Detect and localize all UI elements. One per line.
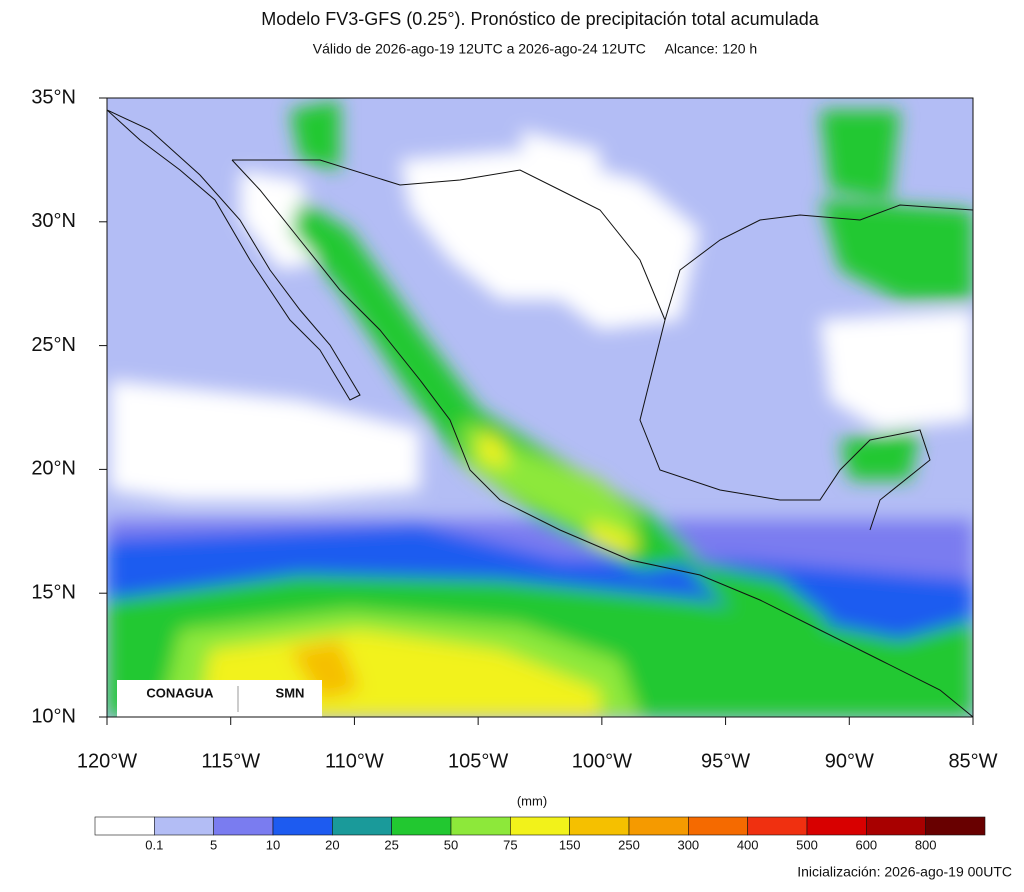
plot-frame bbox=[106, 97, 974, 718]
colorbar-label: 10 bbox=[266, 837, 280, 852]
colorbar-unit: (mm) bbox=[517, 793, 547, 808]
logo-box bbox=[117, 680, 322, 717]
title: Modelo FV3-GFS (0.25°). Pronóstico de pr… bbox=[261, 9, 819, 29]
colorbar-swatch bbox=[806, 816, 867, 836]
initialization: Inicialización: 2026-ago-19 00UTC bbox=[797, 864, 1012, 880]
y-tick-label: 20°N bbox=[31, 458, 76, 480]
subtitle: Válido de 2026-ago-19 12UTC a 2026-ago-2… bbox=[313, 41, 757, 57]
x-tick-label: 100°W bbox=[572, 750, 632, 772]
colorbar-label: 25 bbox=[384, 837, 398, 852]
x-tick-label: 85°W bbox=[948, 750, 997, 772]
colorbar-swatch bbox=[154, 816, 214, 836]
colorbar-swatch bbox=[450, 816, 511, 836]
colorbar-swatch bbox=[272, 816, 333, 836]
y-tick-label: 25°N bbox=[31, 334, 76, 356]
colorbar-swatch bbox=[391, 816, 452, 836]
y-tick-label: 35°N bbox=[31, 86, 76, 108]
x-tick-label: 110°W bbox=[325, 750, 384, 772]
x-tick-label: 120°W bbox=[77, 750, 137, 772]
x-tick-label: 95°W bbox=[701, 750, 750, 772]
colorbar-swatch bbox=[925, 816, 986, 836]
colorbar: 0.1 5 10 20 25 50 75 150 250 300 400 500 600 800 bbox=[94, 816, 986, 852]
x-tick-label: 90°W bbox=[825, 750, 874, 772]
y-tick-label: 10°N bbox=[31, 705, 76, 727]
coastlines bbox=[107, 109, 973, 717]
colorbar-swatch bbox=[94, 816, 155, 836]
colorbar-label: 300 bbox=[677, 837, 699, 852]
colorbar-label: 500 bbox=[796, 837, 818, 852]
logo-conagua: CONAGUA bbox=[146, 685, 214, 700]
colorbar-label: 800 bbox=[915, 837, 937, 852]
colorbar-swatch bbox=[510, 816, 570, 836]
colorbar-label: 5 bbox=[210, 837, 217, 852]
precipitation-field: CONAGUA SMN bbox=[107, 98, 973, 717]
colorbar-swatch bbox=[569, 816, 630, 836]
axes: 120°W 115°W 110°W 105°W 100°W 95°W 90°W 85°W 10°… bbox=[31, 86, 997, 772]
colorbar-swatch bbox=[747, 816, 808, 836]
colorbar-swatch bbox=[628, 816, 689, 836]
colorbar-swatch bbox=[213, 816, 274, 836]
y-tick-label: 30°N bbox=[31, 210, 76, 232]
logo-smn: SMN bbox=[276, 685, 305, 700]
colorbar-label: 600 bbox=[855, 837, 877, 852]
colorbar-swatch bbox=[688, 816, 748, 836]
colorbar-label: 20 bbox=[325, 837, 339, 852]
colorbar-label: 150 bbox=[559, 837, 581, 852]
colorbar-label: 75 bbox=[503, 837, 517, 852]
colorbar-swatch bbox=[332, 816, 392, 836]
x-tick-label: 115°W bbox=[201, 750, 260, 772]
x-tick-label: 105°W bbox=[448, 750, 508, 772]
colorbar-label: 400 bbox=[737, 837, 759, 852]
colorbar-label: 250 bbox=[618, 837, 640, 852]
y-tick-label: 15°N bbox=[31, 581, 76, 603]
colorbar-swatch bbox=[866, 816, 926, 836]
colorbar-label: 50 bbox=[444, 837, 458, 852]
colorbar-label: 0.1 bbox=[145, 837, 163, 852]
